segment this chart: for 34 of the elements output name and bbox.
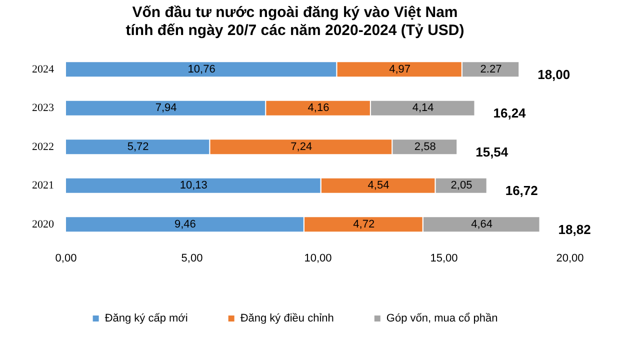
data-label: 5,72 bbox=[127, 140, 149, 153]
data-label: 4,16 bbox=[308, 102, 330, 114]
x-tick-label: 15,00 bbox=[430, 252, 458, 264]
data-label: 2,58 bbox=[414, 140, 436, 153]
data-label: 4,97 bbox=[389, 63, 410, 76]
data-label: 4,72 bbox=[353, 218, 375, 230]
data-label: 4,14 bbox=[412, 102, 434, 114]
legend-label: Đăng ký cấp mới bbox=[104, 312, 188, 325]
total-label: 15,54 bbox=[476, 144, 509, 160]
total-label: 16,72 bbox=[505, 183, 538, 198]
data-label: 9,46 bbox=[174, 218, 196, 230]
total-label: 18,82 bbox=[558, 222, 591, 237]
data-label: 10,76 bbox=[188, 63, 216, 76]
data-label: 7,24 bbox=[290, 140, 312, 153]
x-tick-label: 10,00 bbox=[304, 252, 332, 264]
x-tick-label: 5,00 bbox=[181, 252, 203, 264]
total-label: 18,00 bbox=[538, 66, 570, 82]
data-label: 4,54 bbox=[368, 180, 390, 192]
data-label: 2.27 bbox=[480, 63, 502, 76]
y-tick-label: 2022 bbox=[32, 140, 54, 153]
x-tick-label: 20,00 bbox=[556, 252, 584, 264]
legend-label: Góp vốn, mua cổ phần bbox=[386, 312, 498, 325]
data-label: 10,13 bbox=[180, 180, 208, 192]
x-tick-label: 0,00 bbox=[55, 252, 77, 264]
total-label: 16,24 bbox=[493, 106, 527, 121]
y-tick-label: 2023 bbox=[32, 102, 54, 114]
data-label: 2,05 bbox=[450, 180, 472, 192]
y-tick-label: 2020 bbox=[32, 218, 54, 230]
y-tick-label: 2024 bbox=[32, 63, 54, 76]
data-label: 7,94 bbox=[155, 102, 177, 114]
data-label: 4,64 bbox=[471, 218, 493, 230]
chart-title: Vốn đầu tư nước ngoài đăng ký vào Việt Nam tính đến ngày 20/7 các năm 2020-2024 (Tỷ USD) bbox=[126, 4, 464, 40]
y-tick-label: 2021 bbox=[32, 180, 54, 192]
legend-label: Đăng ký điều chỉnh bbox=[240, 312, 334, 325]
